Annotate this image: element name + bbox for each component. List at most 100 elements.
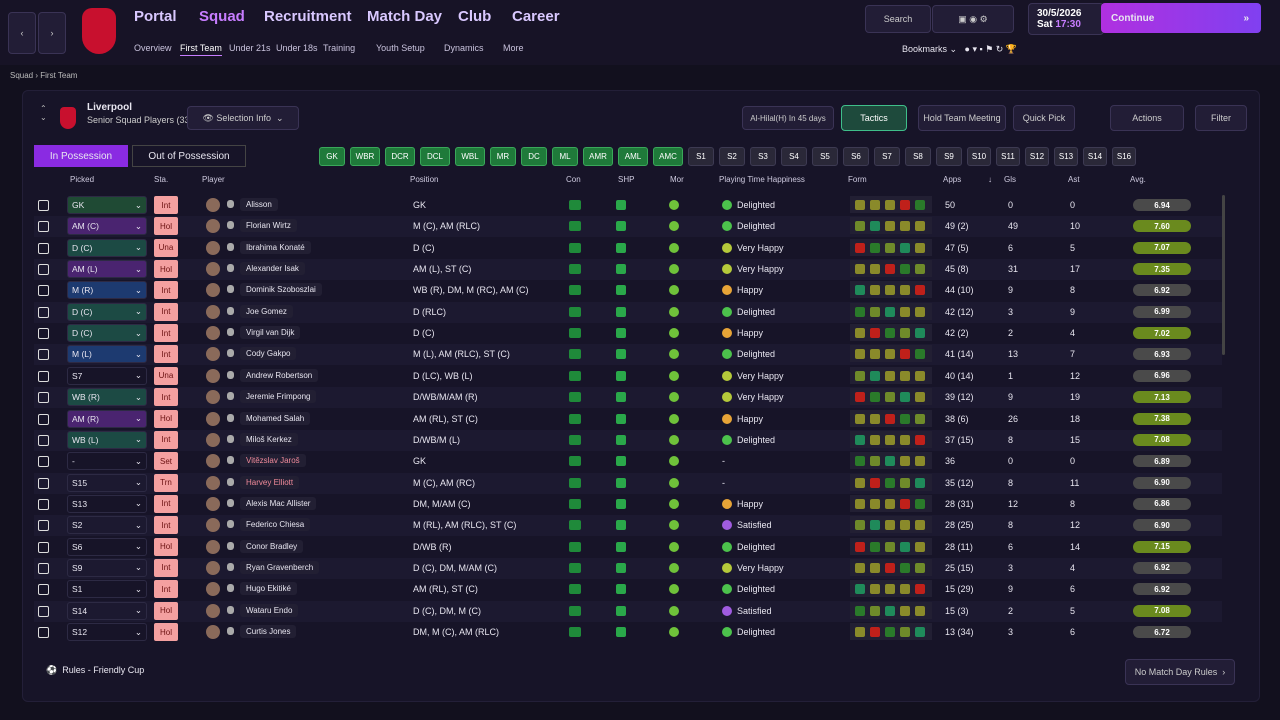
match-day-rules[interactable]: No Match Day Rules › (1125, 659, 1235, 685)
sub-tab[interactable]: Training (323, 43, 356, 53)
checkbox[interactable] (38, 605, 49, 617)
picked-select[interactable]: S7 ⌄ (67, 366, 147, 385)
position-chip[interactable]: S7 (874, 147, 900, 166)
position-chip[interactable]: S16 (1112, 147, 1136, 166)
picked-select[interactable]: D (C) ⌄ (67, 324, 147, 343)
status[interactable]: Int (154, 324, 178, 343)
column-header[interactable]: Mor (670, 175, 684, 184)
status[interactable]: Int (154, 580, 178, 599)
picked-select[interactable]: D (C) ⌄ (67, 238, 147, 257)
position-chip[interactable]: S5 (812, 147, 838, 166)
status[interactable]: Int (154, 281, 178, 300)
player-name[interactable]: Ryan Gravenberch (240, 560, 320, 574)
status[interactable]: Una (154, 366, 178, 385)
picked-select[interactable]: S14 ⌄ (67, 601, 147, 620)
position-chip[interactable]: S10 (967, 147, 991, 166)
player-name[interactable]: Alexis Mac Allister (240, 496, 317, 510)
player-name[interactable]: Miloš Kerkez (240, 432, 298, 446)
player-name[interactable]: Joe Gomez (240, 304, 293, 318)
position-chip[interactable]: S2 (719, 147, 745, 166)
status[interactable]: Int (154, 430, 178, 449)
position-chip[interactable]: S1 (688, 147, 714, 166)
picked-select[interactable]: WB (L) ⌄ (67, 430, 147, 449)
search-button[interactable]: Search (865, 5, 931, 33)
sub-tab[interactable]: More (503, 43, 524, 53)
player-name[interactable]: Harvey Elliott (240, 475, 300, 489)
nav-tab[interactable]: Career (512, 8, 560, 25)
nav-tab[interactable]: Recruitment (264, 8, 352, 25)
picked-select[interactable]: M (R) ⌄ (67, 281, 147, 300)
player-name[interactable]: Wataru Endo (240, 603, 299, 617)
column-header[interactable]: Con (566, 175, 581, 184)
status[interactable]: Int (154, 494, 178, 513)
player-name[interactable]: Conor Bradley (240, 539, 304, 553)
sub-tab[interactable]: Under 21s (229, 43, 271, 53)
player-name[interactable]: Vitězslav Jaroš (240, 454, 306, 468)
checkbox[interactable] (38, 456, 49, 468)
picked-select[interactable]: WB (R) ⌄ (67, 388, 147, 407)
forward-button[interactable]: › (38, 12, 66, 54)
player-name[interactable]: Jeremie Frimpong (240, 390, 317, 404)
checkbox[interactable] (38, 541, 49, 553)
picked-select[interactable]: - ⌄ (67, 452, 147, 471)
next-match[interactable]: Al-Hilal(H) In 45 days (742, 106, 834, 130)
nav-tab[interactable]: Squad (199, 8, 245, 25)
sub-tab[interactable]: First Team (180, 43, 222, 56)
position-chip[interactable]: WBL (455, 147, 485, 166)
position-chip[interactable]: WBR (350, 147, 380, 166)
position-chip[interactable]: S11 (996, 147, 1020, 166)
column-header[interactable]: Form (848, 175, 867, 184)
checkbox[interactable] (38, 498, 49, 510)
in-possession-tab[interactable]: In Possession (34, 145, 128, 167)
column-header[interactable]: SHP (618, 175, 635, 184)
checkbox[interactable] (38, 264, 49, 276)
picked-select[interactable]: AM (C) ⌄ (67, 217, 147, 236)
status[interactable]: Hol (154, 217, 178, 236)
checkbox[interactable] (38, 434, 49, 446)
checkbox[interactable] (38, 392, 49, 404)
column-header[interactable]: Ast (1068, 175, 1080, 184)
checkbox[interactable] (38, 413, 49, 425)
status[interactable]: Int (154, 302, 178, 321)
position-chip[interactable]: S12 (1025, 147, 1049, 166)
header-button[interactable]: Actions (1110, 105, 1184, 131)
position-chip[interactable]: DCL (420, 147, 450, 166)
status[interactable]: Int (154, 196, 178, 214)
continue-button[interactable]: Continue» (1101, 3, 1261, 33)
player-name[interactable]: Virgil van Dijk (240, 326, 301, 340)
picked-select[interactable]: D (C) ⌄ (67, 302, 147, 321)
header-button[interactable]: Filter (1195, 105, 1247, 131)
picked-select[interactable]: S15 ⌄ (67, 473, 147, 492)
column-header[interactable]: Playing Time Happiness (719, 175, 805, 184)
player-name[interactable]: Federico Chiesa (240, 518, 311, 532)
picked-select[interactable]: S1 ⌄ (67, 580, 147, 599)
sub-tab[interactable]: Dynamics (444, 43, 484, 53)
player-name[interactable]: Alexander Isak (240, 262, 305, 276)
player-name[interactable]: Curtis Jones (240, 625, 297, 638)
checkbox[interactable] (38, 562, 49, 574)
back-button[interactable]: ‹ (8, 12, 36, 54)
header-button[interactable]: Tactics (841, 105, 907, 131)
picked-select[interactable]: S13 ⌄ (67, 494, 147, 513)
player-name[interactable]: Cody Gakpo (240, 347, 297, 361)
status[interactable]: Hol (154, 409, 178, 428)
checkbox[interactable] (38, 477, 49, 489)
status[interactable]: Hol (154, 601, 178, 620)
icon-buttons[interactable]: ▣ ◉ ⚙ (932, 5, 1014, 33)
picked-select[interactable]: S2 ⌄ (67, 516, 147, 535)
status[interactable]: Int (154, 558, 178, 577)
status[interactable]: Hol (154, 260, 178, 279)
player-name[interactable]: Mohamed Salah (240, 411, 311, 425)
picked-select[interactable]: AM (L) ⌄ (67, 260, 147, 279)
status[interactable]: Int (154, 345, 178, 364)
nav-tab[interactable]: Match Day (367, 8, 443, 25)
picked-select[interactable]: S9 ⌄ (67, 558, 147, 577)
checkbox[interactable] (38, 520, 49, 532)
status[interactable]: Hol (154, 537, 178, 556)
column-header[interactable]: Position (410, 175, 439, 184)
sub-tab[interactable]: Overview (134, 43, 172, 53)
position-chip[interactable]: DCR (385, 147, 415, 166)
status[interactable]: Trn (154, 473, 178, 492)
column-header[interactable]: Sta. (154, 175, 169, 184)
checkbox[interactable] (38, 242, 49, 254)
